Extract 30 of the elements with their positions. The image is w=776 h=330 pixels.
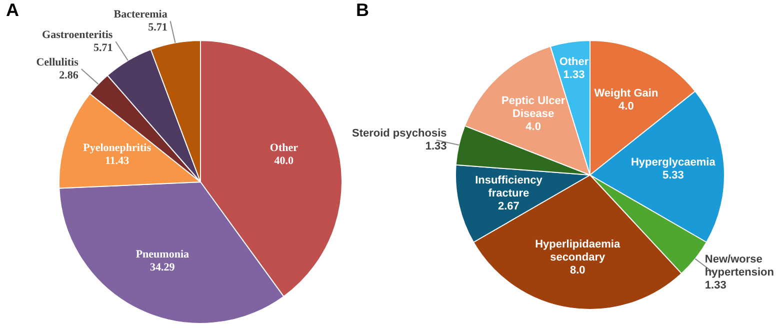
slice-label: Bacteremia bbox=[114, 8, 168, 20]
data-label: 2.67 bbox=[498, 200, 520, 213]
slice-label: Gastroenteritis bbox=[42, 28, 114, 41]
slice-label: New/worse hypertension bbox=[704, 254, 774, 279]
data-label: 2.86 bbox=[59, 69, 79, 82]
data-label: 1.33 bbox=[563, 69, 585, 82]
data-label: 40.0 bbox=[274, 155, 294, 168]
chart-title: B bbox=[356, 0, 369, 20]
data-label: 8.0 bbox=[570, 264, 586, 276]
slice-label: Pyelonephritis bbox=[83, 142, 152, 154]
slice-label: Other bbox=[270, 142, 298, 154]
slice-label: Cellulitis bbox=[36, 56, 80, 68]
data-label: 11.43 bbox=[104, 155, 130, 168]
data-label: 1.33 bbox=[704, 280, 726, 292]
data-label: 5.71 bbox=[148, 21, 168, 34]
data-label: 5.33 bbox=[662, 169, 684, 182]
data-label: 34.29 bbox=[150, 261, 176, 274]
data-label: 1.33 bbox=[425, 140, 447, 153]
data-label: 4.0 bbox=[526, 120, 541, 133]
slice-label: Insufficiency fracture bbox=[475, 174, 544, 200]
slice-label: Steroid psychosis bbox=[352, 128, 447, 140]
slice-label: Peptic Ulcer Disease bbox=[502, 94, 566, 120]
data-label: 4.0 bbox=[618, 100, 634, 112]
slice-label: Pneumonia bbox=[136, 248, 190, 260]
slice-label: Hyperlipidaemia secondary bbox=[535, 238, 621, 264]
chart-title: A bbox=[6, 0, 19, 20]
data-label: 5.71 bbox=[93, 42, 113, 54]
slice-label: Other bbox=[559, 56, 590, 68]
slice-label: Hyperglycaemia bbox=[630, 156, 716, 168]
slice-label: Weight Gain bbox=[594, 87, 658, 100]
